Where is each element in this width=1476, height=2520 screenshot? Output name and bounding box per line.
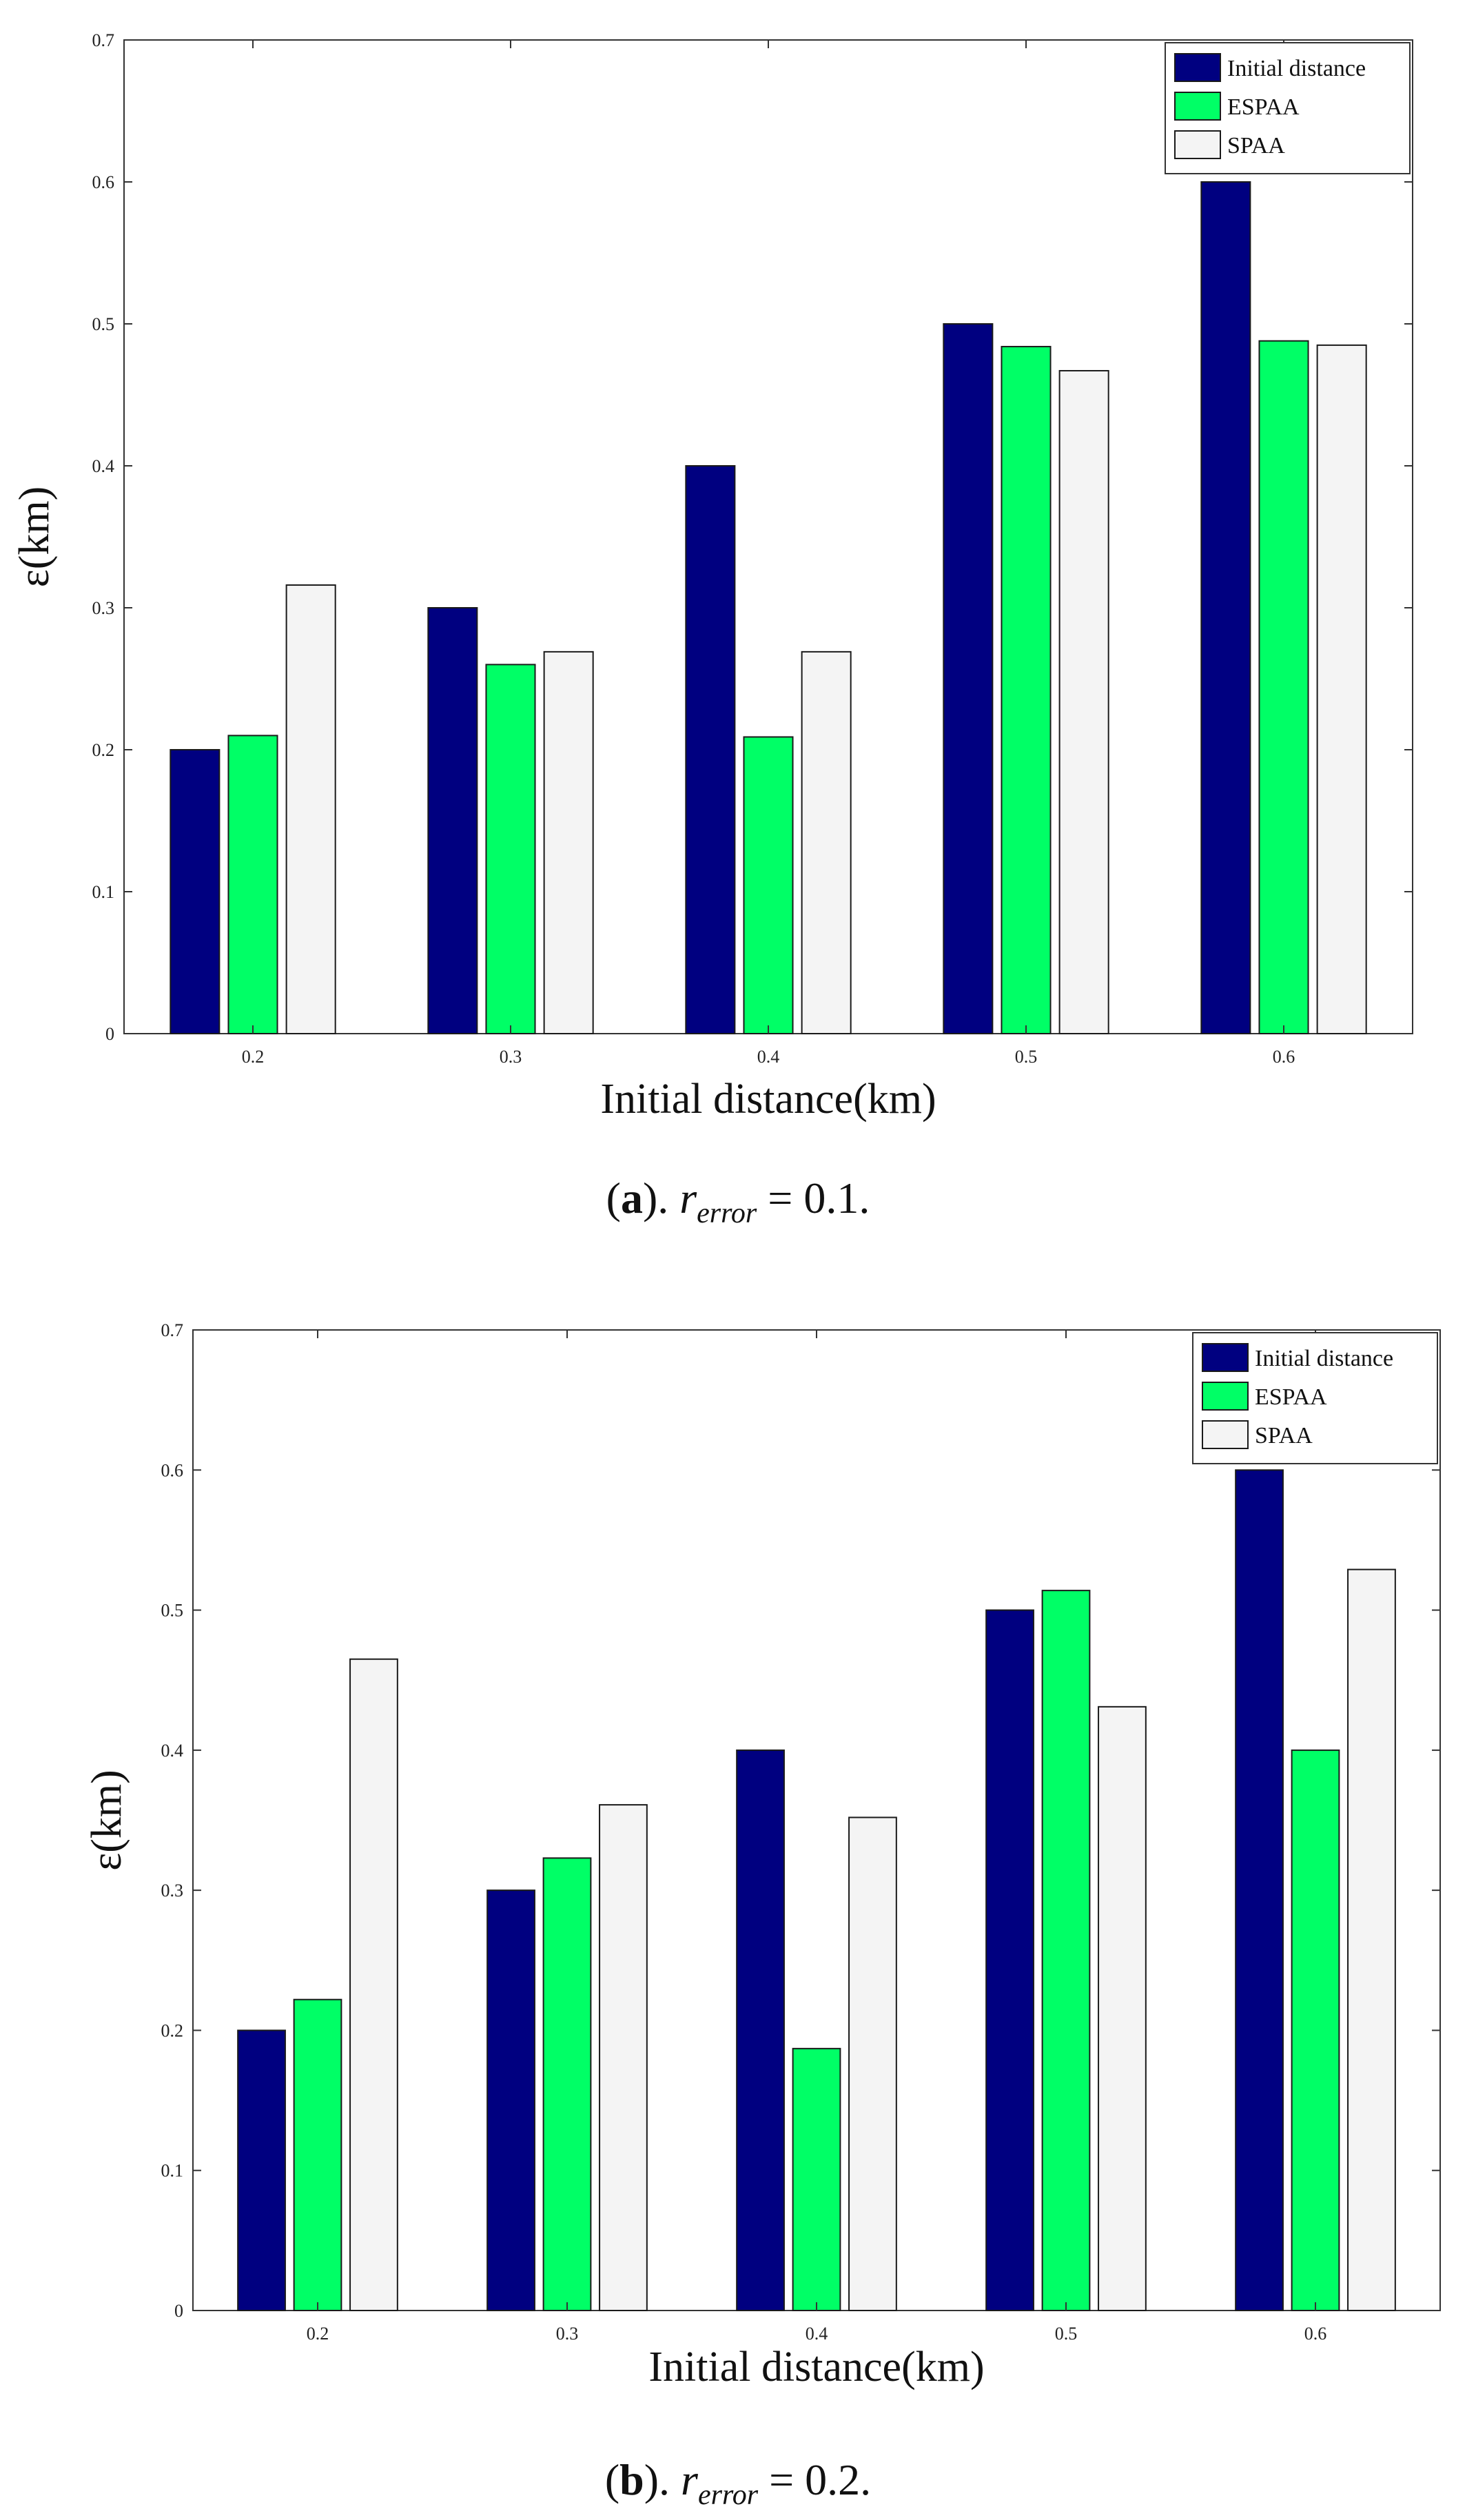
x-tick-label: 0.2 [242, 1047, 265, 1067]
y-tick-label: 0.4 [161, 1741, 184, 1761]
y-tick-label: 0.7 [92, 30, 115, 50]
bar-initial-distance-0.5 [985, 1609, 1034, 2312]
x-tick-label: 0.2 [307, 2324, 329, 2344]
y-tick-label: 0 [174, 2301, 183, 2321]
bar-espaa-0.2 [227, 735, 278, 1035]
legend: Initial distance ESPAA SPAA [1192, 1332, 1438, 1464]
y-tick-label: 0.2 [161, 2020, 184, 2040]
legend-label: ESPAA [1255, 1384, 1327, 1410]
x-tick-label: 0.4 [757, 1047, 780, 1067]
bar-initial-distance-0.4 [685, 465, 736, 1034]
legend-label: Initial distance [1255, 1346, 1393, 1371]
x-tick-label: 0.4 [806, 2324, 828, 2344]
panel-caption: (a). rerror = 0.1. [606, 1174, 870, 1229]
legend-swatch-initial-distance [1202, 1343, 1249, 1372]
bar-spaa-0.2 [285, 584, 336, 1034]
bar-espaa-0.5 [1001, 345, 1052, 1034]
bar-initial-distance-0.5 [943, 323, 994, 1034]
y-tick-label: 0.6 [92, 172, 115, 192]
bar-spaa-0.4 [801, 651, 852, 1034]
bar-espaa-0.4 [792, 2047, 841, 2311]
bar-spaa-0.6 [1316, 344, 1367, 1034]
x-tick-label: 0.3 [556, 2324, 579, 2344]
bar-espaa-0.6 [1291, 1749, 1340, 2312]
bar-spaa-0.2 [349, 1658, 398, 2311]
legend-label: SPAA [1255, 1423, 1313, 1448]
y-axis-label: ε(km) [11, 486, 58, 588]
legend-label: SPAA [1227, 133, 1285, 158]
bar-initial-distance-0.3 [486, 1889, 535, 2311]
bar-espaa-0.4 [743, 736, 794, 1034]
legend-label: Initial distance [1227, 56, 1366, 81]
y-tick-label: 0.1 [161, 2161, 184, 2181]
x-tick-label: 0.6 [1304, 2324, 1327, 2344]
y-tick-label: 0.6 [161, 1460, 184, 1480]
y-tick-label: 0.2 [92, 740, 115, 760]
y-axis-label: ε(km) [83, 1770, 130, 1871]
bar-espaa-0.5 [1041, 1590, 1091, 2311]
bar-espaa-0.6 [1258, 340, 1309, 1035]
legend-swatch-initial-distance [1174, 53, 1221, 82]
bar-spaa-0.4 [848, 1816, 897, 2312]
bar-initial-distance-0.3 [427, 607, 478, 1034]
legend-swatch-spaa [1202, 1420, 1249, 1449]
y-tick-label: 0.7 [161, 1320, 184, 1340]
bar-initial-distance-0.6 [1200, 181, 1251, 1034]
bar-spaa-0.5 [1058, 369, 1109, 1034]
x-tick-label: 0.5 [1015, 1047, 1038, 1067]
bar-initial-distance-0.2 [170, 749, 221, 1034]
bar-spaa-0.3 [599, 1804, 648, 2312]
bar-espaa-0.2 [293, 1998, 342, 2312]
bar-initial-distance-0.2 [237, 2029, 286, 2311]
bar-espaa-0.3 [485, 664, 536, 1034]
legend-label: ESPAA [1227, 94, 1300, 120]
x-tick-label: 0.5 [1055, 2324, 1078, 2344]
legend-swatch-spaa [1174, 130, 1221, 159]
y-tick-label: 0 [105, 1024, 114, 1044]
bar-spaa-0.5 [1098, 1705, 1147, 2312]
x-axis-label: Initial distance(km) [600, 1076, 936, 1123]
x-tick-label: 0.3 [500, 1047, 522, 1067]
legend: Initial distance ESPAA SPAA [1165, 42, 1411, 174]
legend-swatch-espaa [1174, 92, 1221, 121]
y-tick-label: 0.1 [92, 882, 115, 902]
bar-initial-distance-0.6 [1235, 1469, 1284, 2311]
legend-swatch-espaa [1202, 1382, 1249, 1411]
y-tick-label: 0.3 [92, 598, 115, 618]
x-tick-label: 0.6 [1273, 1047, 1295, 1067]
y-tick-label: 0.5 [161, 1601, 184, 1621]
chart-panel-b: 0 0.1 0.2 0.3 0.4 0.5 0.6 0.7 0.2 0.3 0.4 0.5 0.6 Ini… [83, 1320, 1441, 2511]
y-tick-label: 0.5 [92, 314, 115, 334]
bar-spaa-0.6 [1347, 1568, 1396, 2312]
bar-spaa-0.3 [543, 651, 594, 1034]
y-tick-label: 0.4 [92, 456, 115, 476]
bar-espaa-0.3 [542, 1857, 592, 2312]
x-axis-label: Initial distance(km) [648, 2344, 984, 2390]
chart-panel-a: 0 0.1 0.2 0.3 0.4 0.5 0.6 0.7 0.2 0.3 0.4 0.5 0.6 Ini… [11, 30, 1413, 1229]
panel-caption: (b). rerror = 0.2. [605, 2455, 871, 2511]
y-tick-label: 0.3 [161, 1881, 184, 1901]
bar-initial-distance-0.4 [736, 1749, 785, 2312]
